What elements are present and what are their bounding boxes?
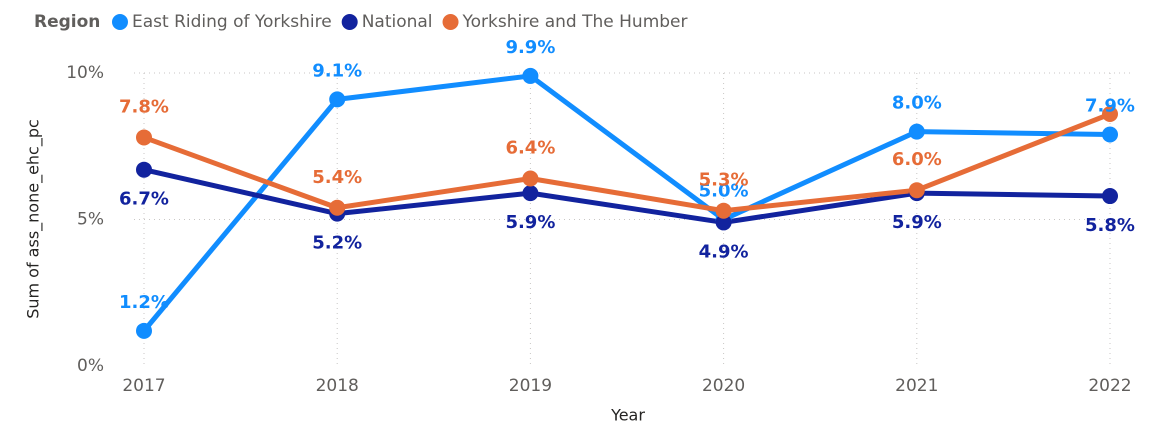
y-axis-label: Sum of ass_none_ehc_pc	[24, 119, 44, 319]
data-point	[136, 161, 152, 178]
data-label: 8.0%	[892, 93, 942, 114]
data-point	[522, 170, 539, 187]
x-tick-label: 2020	[702, 376, 745, 396]
data-point	[908, 123, 925, 140]
legend-label: Yorkshire and The Humber	[462, 12, 688, 32]
y-tick-label: 5%	[77, 210, 104, 230]
series-line	[143, 111, 1111, 214]
legend-label: East Riding of Yorkshire	[132, 12, 332, 32]
legend-marker	[341, 14, 358, 30]
legend-label: National	[362, 12, 433, 32]
data-point	[715, 214, 732, 231]
data-label: 5.0%	[699, 181, 749, 202]
data-point	[522, 67, 539, 84]
data-point	[136, 129, 152, 146]
data-point	[522, 185, 539, 202]
data-point	[1102, 188, 1118, 205]
legend-title: Region	[34, 12, 100, 32]
series-line	[142, 73, 1111, 333]
data-label: 6.0%	[892, 149, 942, 170]
data-label: 5.8%	[1085, 215, 1135, 236]
x-tick-label: 2022	[1088, 376, 1131, 396]
series-line	[143, 167, 1111, 225]
x-axis-label: Year	[610, 406, 645, 425]
data-label: 6.4%	[505, 137, 555, 158]
data-label: 5.2%	[312, 233, 362, 254]
data-label: 5.3%	[699, 170, 749, 191]
data-point	[715, 202, 732, 219]
data-label: 1.2%	[119, 292, 169, 313]
legend-marker	[112, 14, 128, 30]
data-point	[329, 199, 346, 216]
x-tick-label: 2017	[122, 376, 165, 396]
data-label: 7.8%	[119, 96, 169, 117]
data-label: 7.9%	[1085, 96, 1135, 117]
data-point	[136, 322, 152, 339]
data-label: 5.9%	[892, 212, 942, 233]
y-tick-label: 0%	[77, 356, 104, 376]
data-point	[329, 91, 346, 108]
data-point	[908, 182, 925, 199]
x-tick-label: 2019	[509, 376, 552, 396]
data-point	[1102, 106, 1118, 123]
y-tick-label: 10%	[66, 63, 104, 83]
data-label: 4.9%	[699, 241, 749, 262]
data-label: 5.4%	[312, 167, 362, 188]
data-point	[1102, 126, 1118, 143]
data-label: 5.9%	[505, 212, 555, 233]
data-label: 9.1%	[312, 60, 362, 81]
x-tick-label: 2021	[895, 376, 938, 396]
x-tick-label: 2018	[316, 376, 359, 396]
data-label: 9.9%	[505, 37, 555, 58]
data-label: 6.7%	[119, 189, 169, 210]
legend-marker	[442, 14, 459, 30]
